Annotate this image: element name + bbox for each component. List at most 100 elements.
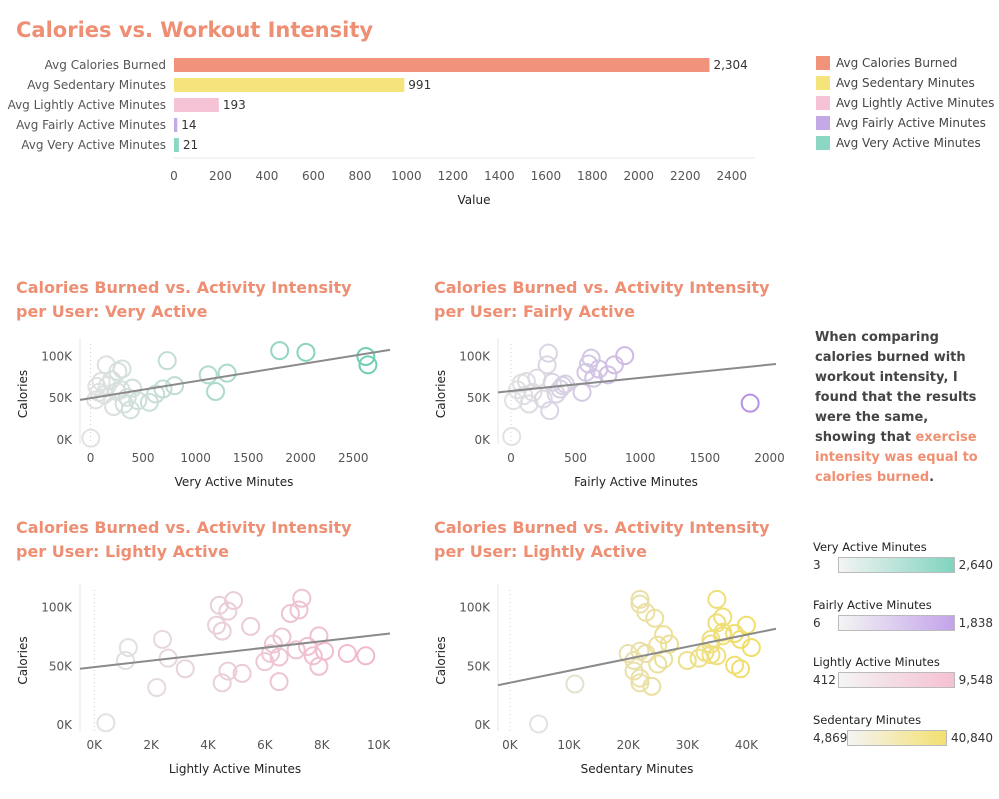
scatter-point xyxy=(523,382,543,402)
scatter-point xyxy=(642,676,662,696)
color-legend-max: 2,640 xyxy=(958,558,993,572)
x-tick-label: 2K xyxy=(143,738,160,752)
scatter-point xyxy=(218,661,238,681)
y-axis-title: Calories xyxy=(16,636,30,684)
page-title: Calories vs. Workout Intensity xyxy=(16,18,374,42)
x-tick-label: 0 xyxy=(170,169,178,183)
x-tick-label: 20K xyxy=(617,738,641,752)
scatter-point xyxy=(280,604,300,623)
scatter-point xyxy=(108,362,128,381)
scatter-very-active: 0K 50K 100K 0 500 1000 1500 2000 2500 Calories Ver… xyxy=(16,338,391,489)
scatter-point xyxy=(529,714,549,734)
x-tick-label: 1000 xyxy=(180,451,211,465)
color-legend-gradient xyxy=(838,615,955,631)
bar-category-label: Avg Sedentary Minutes xyxy=(27,78,166,92)
bar-value-label: 991 xyxy=(408,78,431,92)
legend-swatch xyxy=(816,96,830,110)
scatter-point xyxy=(689,648,709,668)
x-tick-label: 1500 xyxy=(233,451,264,465)
x-tick-label: 6K xyxy=(257,738,274,752)
x-tick-label: 30K xyxy=(676,738,700,752)
y-axis-title: Calories xyxy=(16,370,30,418)
legend-item: Avg Lightly Active Minutes xyxy=(816,93,994,113)
scatter-title-very-active: Calories Burned vs. Activity Intensity p… xyxy=(16,278,352,321)
bar xyxy=(174,78,405,92)
x-tick-label: 0K xyxy=(502,738,519,752)
color-legend-gradient xyxy=(838,672,955,688)
scatter-point xyxy=(97,376,117,396)
scatter-point xyxy=(147,678,167,698)
scatter-point xyxy=(217,363,237,383)
legend-item: Avg Sedentary Minutes xyxy=(816,73,994,93)
scatter-point xyxy=(128,391,148,411)
x-tick-label: 800 xyxy=(348,169,371,183)
y-tick-label: 100K xyxy=(459,601,491,615)
bar-value-label: 21 xyxy=(183,138,198,152)
bar xyxy=(174,58,710,72)
x-tick-label: 400 xyxy=(256,169,279,183)
x-tick-label: 0 xyxy=(87,451,95,465)
x-tick-label: 8K xyxy=(314,738,331,752)
scatter-point xyxy=(654,625,674,645)
scatter-point xyxy=(296,342,316,362)
legend-item: Avg Very Active Minutes xyxy=(816,133,994,153)
scatter-point xyxy=(286,640,306,660)
scatter-point xyxy=(198,365,218,385)
scatter-point xyxy=(298,636,318,656)
scatter-point xyxy=(153,379,173,399)
scatter-point xyxy=(358,355,378,375)
color-legend-title: Very Active Minutes xyxy=(813,540,927,554)
insight-end: . xyxy=(929,470,935,485)
x-tick-label: 1400 xyxy=(484,169,515,183)
scatter-point xyxy=(118,638,138,658)
legend-label: Avg Calories Burned xyxy=(836,56,958,70)
legend-label: Avg Fairly Active Minutes xyxy=(836,116,986,130)
legend-item: Avg Fairly Active Minutes xyxy=(816,113,994,133)
x-axis-title: Fairly Active Minutes xyxy=(574,475,698,489)
x-tick-label: 2400 xyxy=(716,169,747,183)
scatter-point xyxy=(584,368,604,388)
color-legend-title: Lightly Active Minutes xyxy=(813,655,940,669)
color-legend-title: Sedentary Minutes xyxy=(813,713,922,727)
x-tick-label: 10K xyxy=(367,738,391,752)
scatter-point xyxy=(117,387,137,407)
legend-swatch xyxy=(816,136,830,150)
x-tick-label: 2500 xyxy=(338,451,369,465)
scatter-point xyxy=(645,608,665,628)
color-legend-sedentary: Sedentary Minutes 4,869 40,840 xyxy=(813,712,993,748)
scatter-point xyxy=(315,641,335,661)
y-axis-title: Calories xyxy=(434,370,448,418)
scatter-point xyxy=(624,661,644,681)
legend-swatch xyxy=(816,76,830,90)
scatter-point xyxy=(741,638,761,658)
bar xyxy=(174,98,219,112)
scatter-point xyxy=(565,674,585,694)
scatter-point xyxy=(740,393,760,413)
y-tick-label: 100K xyxy=(41,350,73,364)
scatter-point xyxy=(538,343,558,363)
color-legend-lightly-active: Lightly Active Minutes 412 9,548 xyxy=(813,654,993,690)
x-tick-label: 1000 xyxy=(391,169,422,183)
scatter-point xyxy=(289,600,309,620)
x-tick-label: 10K xyxy=(557,738,581,752)
scatter-point xyxy=(356,347,376,366)
bar-value-label: 193 xyxy=(223,98,246,112)
scatter-point xyxy=(116,651,136,670)
scatter-title-lightly-active: Calories Burned vs. Activity Intensity p… xyxy=(16,518,352,561)
x-tick-label: 600 xyxy=(302,169,325,183)
scatter-point xyxy=(615,346,635,366)
y-tick-label: 0K xyxy=(474,433,491,447)
y-tick-label: 0K xyxy=(56,433,73,447)
scatter-point xyxy=(269,647,289,667)
y-tick-label: 50K xyxy=(467,659,491,673)
y-axis-title: Calories xyxy=(434,636,448,684)
scatter-point xyxy=(337,643,357,663)
scatter-point xyxy=(660,634,680,654)
scatter-point xyxy=(232,663,252,683)
scatter-point xyxy=(81,428,101,448)
legend-label: Avg Lightly Active Minutes xyxy=(836,96,995,110)
x-axis-title: Value xyxy=(458,193,491,207)
scatter-point xyxy=(241,616,261,636)
bar-value-label: 2,304 xyxy=(713,58,747,72)
trend-line xyxy=(79,348,391,401)
